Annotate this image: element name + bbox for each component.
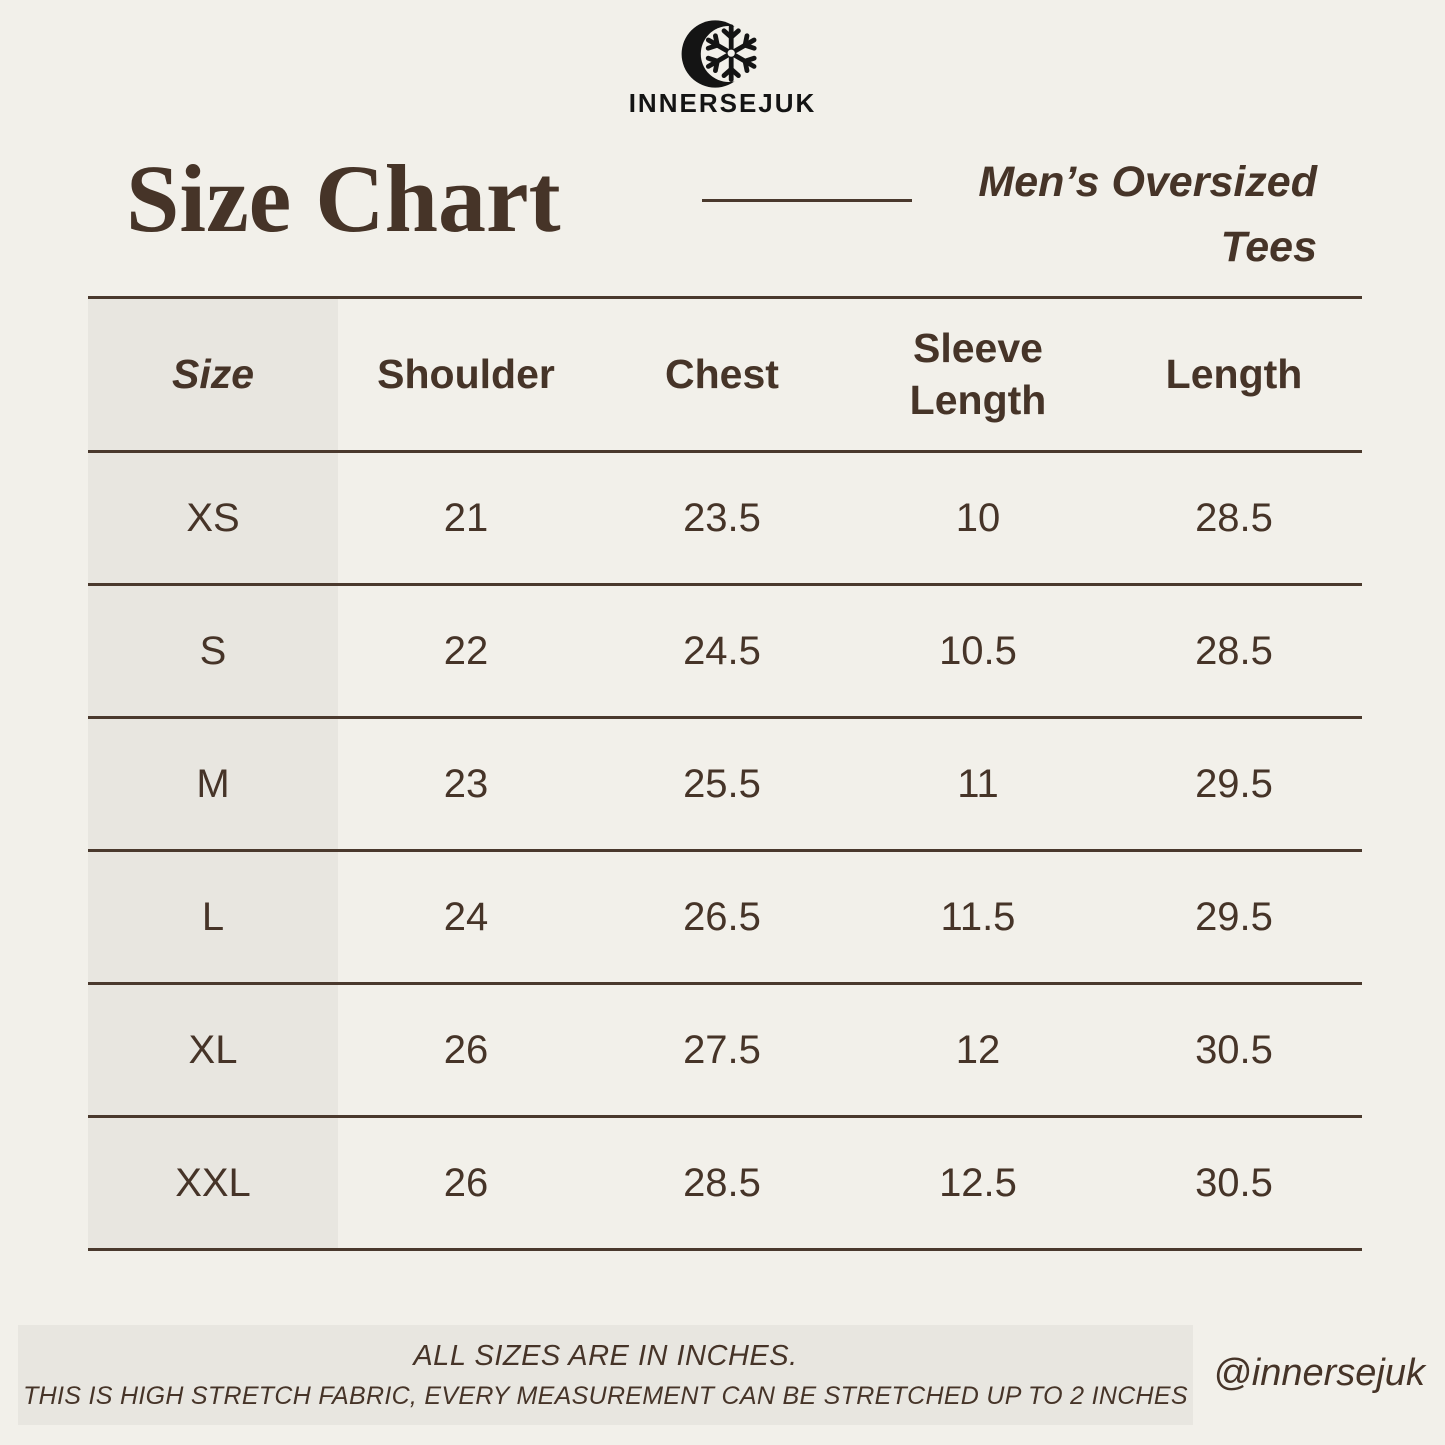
page-title: Size Chart xyxy=(126,145,561,252)
table-header-row: Size Shoulder Chest Sleeve Length Length xyxy=(88,299,1362,453)
table-cell: 11 xyxy=(957,761,999,806)
crescent-snowflake-icon xyxy=(681,20,757,88)
table-row-l: L 24 26.5 11.5 29.5 xyxy=(88,852,1362,985)
table-cell: 28.5 xyxy=(1195,495,1273,540)
table-row-s: S 22 24.5 10.5 28.5 xyxy=(88,586,1362,719)
brand-name: INNERSEJUK xyxy=(628,88,817,118)
table-cell: 24.5 xyxy=(683,628,761,673)
title-divider xyxy=(702,199,912,202)
table-cell: 30.5 xyxy=(1195,1160,1273,1205)
footer-note-primary: ALL SIZES ARE IN INCHES. xyxy=(413,1339,798,1372)
instagram-handle: @innersejuk xyxy=(1213,1352,1425,1394)
size-table: Size Shoulder Chest Sleeve Length Length… xyxy=(88,296,1362,1251)
footer-note-box: ALL SIZES ARE IN INCHES. THIS IS HIGH ST… xyxy=(18,1325,1193,1425)
table-row-m: M 23 25.5 11 29.5 xyxy=(88,719,1362,852)
table-cell: 26 xyxy=(443,1027,489,1072)
table-cell: 12.5 xyxy=(939,1160,1017,1205)
table-cell: 29.5 xyxy=(1195,761,1273,806)
row-label: L xyxy=(88,852,338,982)
table-row-xs: XS 21 23.5 10 28.5 xyxy=(88,453,1362,586)
chart-subtitle: Men’s Oversized Tees xyxy=(978,158,1317,271)
table-row-xxl: XXL 26 28.5 12.5 30.5 xyxy=(88,1118,1362,1251)
row-label: XL xyxy=(88,985,338,1115)
table-cell: 10 xyxy=(955,495,1001,540)
table-cell: 27.5 xyxy=(683,1027,761,1072)
table-row-xl: XL 26 27.5 12 30.5 xyxy=(88,985,1362,1118)
table-cell: 30.5 xyxy=(1195,1027,1273,1072)
row-label: XS xyxy=(88,453,338,583)
row-label: M xyxy=(88,719,338,849)
table-cell: 10.5 xyxy=(939,628,1017,673)
column-header-size: Size xyxy=(88,299,338,450)
table-cell: 22 xyxy=(443,628,489,673)
table-cell: 26 xyxy=(443,1160,489,1205)
column-header-chest: Chest xyxy=(665,351,779,397)
table-cell: 29.5 xyxy=(1195,894,1273,939)
table-cell: 23.5 xyxy=(683,495,761,540)
table-cell: 28.5 xyxy=(1195,628,1273,673)
table-cell: 28.5 xyxy=(683,1160,761,1205)
column-header-shoulder: Shoulder xyxy=(377,351,555,397)
row-label: XXL xyxy=(88,1118,338,1248)
column-header-sleeve-length: Sleeve Length xyxy=(850,299,1106,450)
table-cell: 11.5 xyxy=(940,894,1016,939)
row-label: S xyxy=(88,586,338,716)
column-header-sleeve-length-label: Sleeve Length xyxy=(909,325,1047,423)
table-cell: 26.5 xyxy=(683,894,761,939)
column-header-length: Length xyxy=(1165,351,1303,397)
table-cell: 21 xyxy=(443,495,489,540)
table-cell: 12 xyxy=(955,1027,1001,1072)
footer-note-secondary: THIS IS HIGH STRETCH FABRIC, EVERY MEASU… xyxy=(23,1381,1188,1410)
table-cell: 25.5 xyxy=(683,761,761,806)
table-cell: 23 xyxy=(443,761,489,806)
table-cell: 24 xyxy=(443,894,489,939)
